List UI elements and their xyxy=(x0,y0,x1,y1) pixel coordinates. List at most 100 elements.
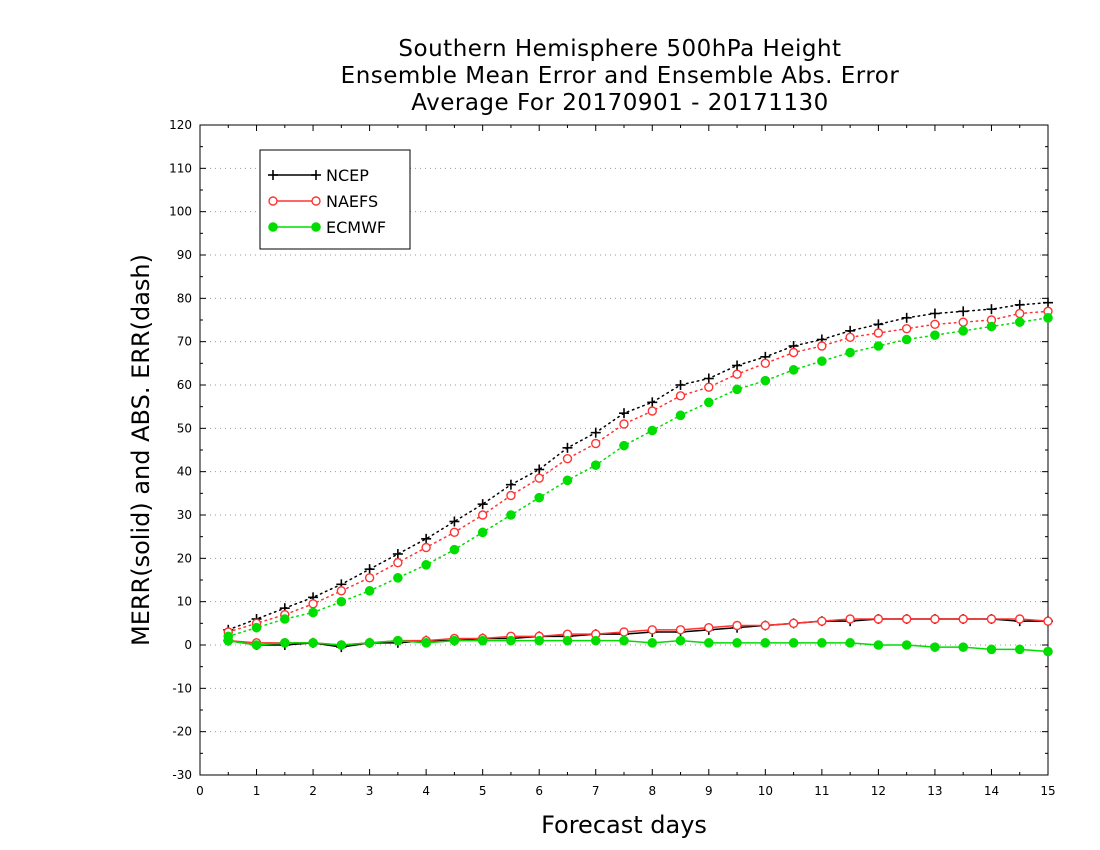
x-tick-label: 12 xyxy=(871,784,886,798)
legend-label: NCEP xyxy=(326,166,369,185)
naefs-abs-err-point xyxy=(477,510,488,520)
ecmwf-merr-point xyxy=(534,635,545,646)
ncep-abs-err-point xyxy=(1043,297,1053,308)
ecmwf-abs-err-point xyxy=(619,440,629,451)
y-tick-label: 80 xyxy=(177,291,192,305)
x-tick-label: 4 xyxy=(422,784,430,798)
ncep-merr-line xyxy=(228,618,1048,648)
naefs-abs-err-point xyxy=(364,573,375,583)
legend-label: ECMWF xyxy=(326,218,386,237)
x-tick-label: 9 xyxy=(705,784,713,798)
y-tick-label: -20 xyxy=(172,725,192,739)
naefs-abs-err-point xyxy=(1015,308,1025,319)
y-tick-label: 0 xyxy=(184,638,192,652)
legend: NCEP NAEFS ECMWF xyxy=(259,149,411,250)
naefs-abs-err-point xyxy=(619,419,629,429)
ecmwf-abs-err-point xyxy=(647,425,658,436)
naefs-abs-err-point xyxy=(421,542,431,553)
series-ecmwf xyxy=(223,313,1053,657)
ecmwf-merr-point xyxy=(986,644,997,655)
ecmwf-merr-point xyxy=(873,640,884,650)
naefs-merr-point xyxy=(817,616,827,626)
naefs-abs-err-point xyxy=(817,341,827,351)
naefs-merr-point xyxy=(788,618,799,629)
naefs-abs-err-point xyxy=(930,319,940,330)
ecmwf-abs-err-point xyxy=(308,607,318,618)
legend-marker xyxy=(311,170,321,180)
ecmwf-merr-point xyxy=(308,638,318,648)
y-tick-label: -30 xyxy=(172,768,192,782)
y-tick-label: 40 xyxy=(177,465,192,479)
y-tick-label: -10 xyxy=(172,681,192,695)
naefs-abs-err-point xyxy=(760,358,771,369)
naefs-abs-err-point xyxy=(506,490,516,501)
naefs-abs-err-line xyxy=(227,310,1049,633)
naefs-merr-point xyxy=(675,625,686,635)
ecmwf-merr-point xyxy=(280,638,290,648)
y-tick-label: 120 xyxy=(169,118,192,132)
legend-marker xyxy=(268,170,278,180)
ecmwf-merr-point xyxy=(704,638,714,648)
naefs-merr-point xyxy=(1043,616,1053,626)
ecmwf-abs-err-point xyxy=(393,573,403,583)
y-tick-label: 90 xyxy=(177,248,192,262)
ecmwf-abs-err-point xyxy=(477,527,488,538)
ecmwf-merr-point xyxy=(901,640,912,650)
naefs-merr-point xyxy=(873,614,884,624)
naefs-abs-err-point xyxy=(873,328,884,338)
x-tick-label: 13 xyxy=(927,784,942,798)
ecmwf-merr-point xyxy=(223,635,234,646)
ncep-abs-err-point xyxy=(590,427,601,438)
chart-title-line-1: Southern Hemisphere 500hPa Height xyxy=(398,36,842,62)
ncep-abs-err-point xyxy=(364,564,375,575)
ecmwf-merr-point xyxy=(788,638,799,648)
ecmwf-merr-point xyxy=(477,635,488,646)
x-tick-label: 10 xyxy=(758,784,773,798)
ecmwf-abs-err-point xyxy=(280,614,290,624)
legend-box xyxy=(259,149,411,250)
naefs-merr-point xyxy=(845,614,855,624)
x-tick-label: 6 xyxy=(535,784,543,798)
x-tick-label: 2 xyxy=(309,784,317,798)
naefs-abs-err-point xyxy=(562,453,573,464)
y-tick-label: 100 xyxy=(169,205,192,219)
ecmwf-abs-err-point xyxy=(817,356,827,366)
ecmwf-abs-err-point xyxy=(534,492,545,503)
x-axis-label: Forecast days xyxy=(541,811,707,839)
ecmwf-merr-point xyxy=(647,638,658,648)
ecmwf-abs-err-point xyxy=(251,622,262,633)
chart-title-line-3: Average For 20170901 - 20171130 xyxy=(411,90,829,116)
y-tick-label: 70 xyxy=(177,335,192,349)
ncep-abs-err-point xyxy=(675,380,686,390)
legend-entry-ncep: NCEP xyxy=(268,166,369,185)
naefs-abs-err-point xyxy=(788,347,799,358)
ncep-abs-err-point xyxy=(901,312,912,323)
ecmwf-merr-point xyxy=(506,635,516,646)
ecmwf-merr-point xyxy=(845,638,855,648)
ecmwf-merr-point xyxy=(562,635,573,646)
y-tick-label: 30 xyxy=(177,508,192,522)
ecmwf-merr-point xyxy=(675,635,686,646)
ecmwf-merr-point xyxy=(760,638,771,648)
x-tick-label: 5 xyxy=(479,784,487,798)
legend-entry-naefs: NAEFS xyxy=(268,192,378,211)
ecmwf-abs-err-point xyxy=(760,375,771,386)
ecmwf-merr-point xyxy=(619,635,629,646)
ncep-abs-err-point xyxy=(929,308,940,319)
ecmwf-merr-point xyxy=(958,642,969,652)
chart-title-line-2: Ensemble Mean Error and Ensemble Abs. Er… xyxy=(340,63,900,89)
ecmwf-abs-err-point xyxy=(930,330,940,340)
y-tick-label: 50 xyxy=(177,421,192,435)
x-tick-label: 15 xyxy=(1040,784,1055,798)
ncep-abs-err-point xyxy=(421,533,432,544)
x-tick-label: 14 xyxy=(984,784,999,798)
y-tick-label: 20 xyxy=(177,551,192,565)
legend-marker xyxy=(268,222,278,232)
naefs-abs-err-point xyxy=(449,527,460,538)
naefs-abs-err-point xyxy=(591,438,601,449)
ncep-abs-err-point xyxy=(477,499,488,510)
ecmwf-abs-err-point xyxy=(675,410,686,421)
ncep-abs-err-point xyxy=(392,549,403,559)
ecmwf-merr-point xyxy=(421,638,431,648)
y-axis-label: MERR(solid) and ABS. ERR(dash) xyxy=(127,254,155,646)
